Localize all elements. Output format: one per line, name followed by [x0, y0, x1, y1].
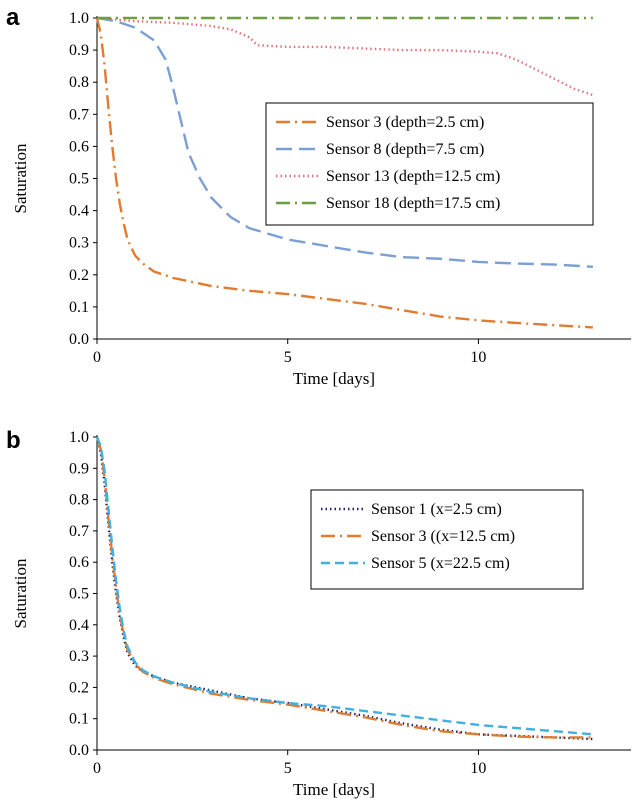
y-tick-label: 0.1 [69, 711, 89, 728]
y-tick-label: 0.2 [69, 267, 89, 284]
y-axis-title: Saturation [11, 143, 30, 213]
x-tick-label: 10 [470, 349, 486, 366]
y-tick-label: 1.0 [69, 429, 89, 446]
series-line-3 [95, 436, 593, 736]
legend-label-1: Sensor 3 (depth=2.5 cm) [326, 114, 484, 131]
y-tick-label: 0.3 [69, 235, 89, 252]
legend-box [310, 489, 584, 590]
legend: Sensor 3 (depth=2.5 cm) Sensor 8 (depth=7… [265, 102, 594, 226]
panel-letter-b: b [6, 427, 21, 454]
y-tick-label: 0.1 [69, 299, 89, 316]
y-tick-label: 0.2 [69, 679, 89, 696]
x-tick-label: 0 [93, 760, 101, 777]
y-axis-title: Saturation [11, 558, 30, 628]
y-tick-label: 0.5 [69, 171, 89, 188]
panel-letter-a: a [6, 4, 20, 31]
y-tick-label: 0.6 [69, 138, 89, 155]
y-tick-label: 0.6 [69, 554, 89, 571]
panel-a: a 0.0 0.1 0.2 0.3 0.4 0.5 0.6 0.7 0.8 0.9 1.0 0 5 10 T… [6, 4, 631, 388]
x-tick-label: 10 [470, 760, 486, 777]
legend-label-1: Sensor 1 (x=2.5 cm) [371, 501, 502, 518]
legend-label-2: Sensor 3 ((x=12.5 cm) [371, 528, 515, 545]
y-tick-label: 0.8 [69, 74, 89, 91]
legend-label-4: Sensor 18 (depth=17.5 cm) [326, 195, 500, 212]
y-tick-label: 0.3 [69, 648, 89, 665]
series-line-2 [96, 16, 593, 268]
y-tick-label: 0.0 [69, 331, 89, 348]
y-tick-label: 1.0 [69, 10, 89, 27]
legend-box [265, 102, 594, 226]
y-tick-label: 0.0 [69, 742, 89, 759]
y-tick-label: 0.7 [69, 106, 89, 123]
x-axis-title: Time [days] [293, 780, 375, 799]
legend-label-3: Sensor 13 (depth=12.5 cm) [326, 168, 500, 185]
x-axis-title: Time [days] [293, 369, 375, 388]
legend-label-3: Sensor 5 (x=22.5 cm) [371, 555, 510, 572]
panel-b: b 0.0 0.1 0.2 0.3 0.4 0.5 0.6 0.7 0.8 0.9 1.0 0 5 10 T… [6, 427, 631, 799]
y-tick-label: 0.4 [69, 617, 89, 634]
y-tick-label: 0.9 [69, 460, 89, 477]
y-tick-label: 0.4 [69, 203, 89, 220]
x-tick-label: 5 [284, 349, 292, 366]
x-tick-label: 5 [284, 760, 292, 777]
y-tick-label: 0.7 [69, 523, 89, 540]
y-tick-label: 0.8 [69, 492, 89, 509]
series-line-3 [96, 16, 594, 97]
y-tick-label: 0.9 [69, 42, 89, 59]
y-tick-label: 0.5 [69, 586, 89, 603]
legend: Sensor 1 (x=2.5 cm) Sensor 3 ((x=12.5 cm)… [310, 489, 584, 590]
x-tick-label: 0 [93, 349, 101, 366]
legend-label-2: Sensor 8 (depth=7.5 cm) [326, 141, 484, 158]
